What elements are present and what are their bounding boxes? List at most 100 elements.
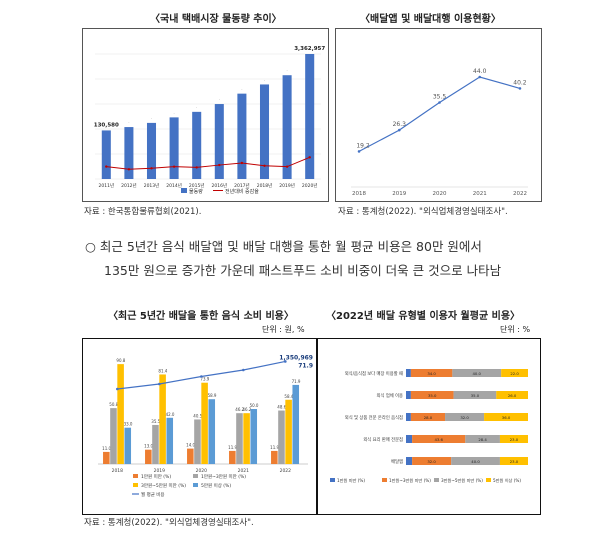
stacked-segment [501,369,528,377]
stacked-segment [445,413,485,421]
rate-line [106,156,310,170]
avg-spend-point [242,368,245,372]
category-label: 배달앱 [391,458,403,465]
data-label-small: · [196,106,197,110]
stacked-segment [410,413,446,421]
segment-label: 32.0 [427,459,436,464]
data-label: 40.5 [193,413,202,418]
bar-spend [236,413,243,464]
legend-label: 1만원~3만원 미만 (%) [201,473,246,480]
box-divider [316,339,318,514]
bar-volume [192,111,202,179]
x-tick-label: 2011년 [99,182,115,189]
x-tick-label: 2020년 [302,182,318,189]
data-label: 50.0 [250,403,259,408]
stacked-segment [453,391,497,399]
chart-title-spend: 〈최근 5년간 배달을 통한 음식 소비 비용〉 [108,311,294,322]
legend-swatch [133,483,138,487]
bar-spend [145,449,152,464]
legend-swatch [434,478,439,482]
usage-point [357,150,361,153]
data-label: 46.2 [235,407,244,412]
bar-volume [101,130,111,179]
rate-point [172,165,176,168]
bar-spend [285,399,292,464]
delivery-app-chart-svg: 19.2 2018 26.3 2019 35.5 2020 44.0 2021 40.2 2022 [351,68,528,197]
segment-label: 23.0 [510,459,519,464]
category-label: 외식 업체 이용 [377,392,403,399]
legend-swatch [193,483,198,487]
stacked-segment [412,435,466,443]
data-label: 19.2 [356,142,370,149]
paragraph-line-2: 135만 원으로 증가한 가운데 패스트푸드 소비 비중이 더욱 큰 것으로 나… [104,263,502,278]
bar-spend [110,408,117,464]
x-tick-label: 2020 [433,191,447,197]
data-label-small: · [287,69,288,73]
stacked-segment [496,391,528,399]
data-label-small: · [174,111,175,115]
bar-spend [292,384,300,464]
stacked-segment [406,369,411,377]
data-label: 26.3 [393,121,407,128]
rate-point [150,167,153,170]
stacked-segment [406,391,411,399]
rate-point [127,168,131,171]
bar-volume [169,117,179,179]
x-tick-label: 2020 [196,468,208,474]
data-label: 14.0 [186,443,195,448]
bar-volume [124,127,134,179]
legend-swatch [133,474,138,478]
usage-line [358,76,521,152]
bar-spend [208,399,216,464]
x-tick-label: 2017년 [234,182,250,189]
data-label: 46.2 [242,407,251,412]
data-label: 11.0 [102,446,111,451]
x-tick-label: 2021 [473,191,487,197]
legend-swatch [486,478,491,482]
chart-parcel-volume: 2011년 130,580 2012년 · 2013년 · 2014년 · 2015년 · 2016… [82,28,329,202]
rate-point [285,165,289,168]
data-label-avg: 1,350,969 [279,354,313,361]
spend-chart-svg: 11.0 50.8 90.8 33.0 2018 13.0 35.5 81.4 42.0 2019… [98,354,313,498]
source-parcel: 자료 : 한국통합물류협회(2021). [84,207,202,217]
rate-point [240,161,244,165]
bar-spend [271,450,278,464]
rate-point [218,163,221,167]
data-label: 90.8 [116,358,125,363]
data-label: 13.0 [144,444,153,449]
stacked-segment [406,435,413,443]
bar-spend [124,427,132,464]
bar-spend [250,409,258,464]
stacked-segment [499,457,528,465]
rate-point [105,165,108,168]
rate-point [263,164,266,167]
bar-volume [146,122,157,179]
legend-label: 1만원 미만 (%) [141,473,171,480]
segment-label: 22.0 [510,371,519,376]
legend-label: 1만원~3만원 미만 (%) [389,477,431,484]
stacked-segment [406,413,411,421]
x-tick-label: 2019 [392,191,406,197]
stacked-segment [406,457,413,465]
data-label: 44.0 [473,68,487,75]
data-label: 58.9 [208,393,217,398]
data-label: 11.9 [270,445,279,450]
data-label: 58.4 [284,394,293,399]
data-label-small: · [264,78,265,82]
data-label: 73.9 [200,377,209,382]
segment-label: 23.0 [510,437,519,442]
chart-title-type-spend: 〈2022년 배달 유형별 이용자 월평균 비용〉 [326,311,521,322]
legend-swatch [330,478,335,482]
bar-spend [117,364,124,464]
x-tick-label: 2022 [280,468,292,474]
data-label: 71.9 [292,379,301,384]
data-label: 42.0 [166,412,175,417]
parcel-chart-svg: 2011년 130,580 2012년 · 2013년 · 2014년 · 2015년 · 2016… [94,46,326,195]
bar-spend [201,382,208,464]
bar-spend [166,417,174,464]
stacked-segment [412,457,452,465]
x-tick-label: 2016년 [212,182,228,189]
avg-spend-point [158,382,161,386]
data-label: 40.2 [513,79,527,86]
unit-type-spend: 단위 : % [500,325,531,334]
